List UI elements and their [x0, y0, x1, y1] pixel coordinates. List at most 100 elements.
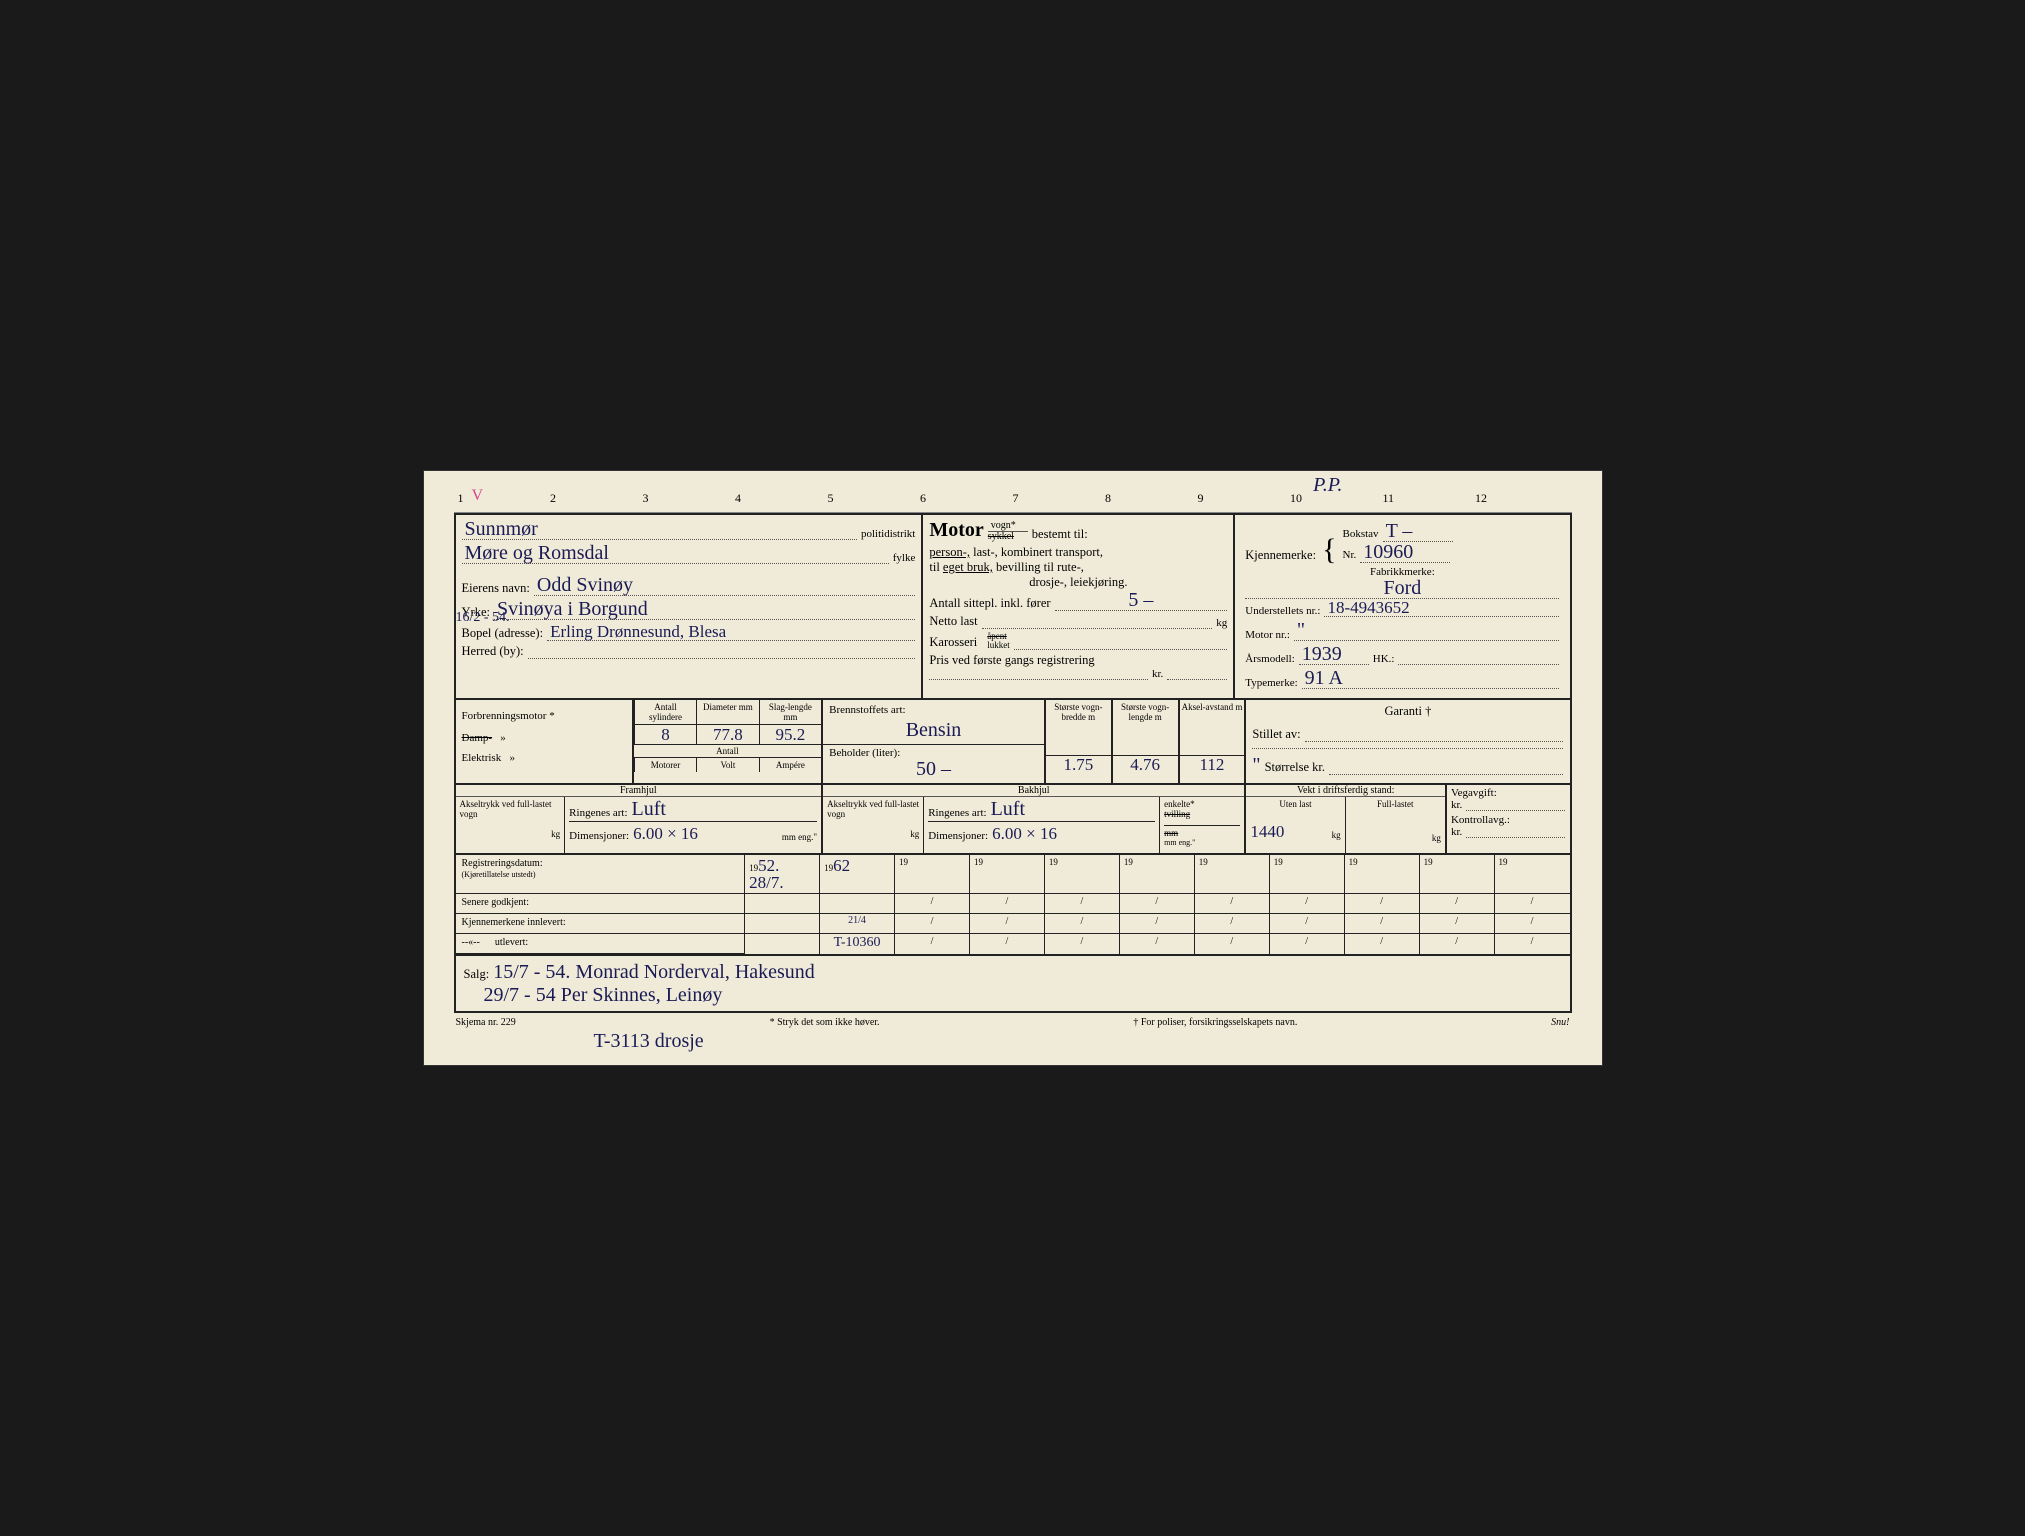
motor-bestemt: bestemt til:	[1032, 527, 1088, 542]
ruler: 1 2 3 4 5 6 7 8 9 10 11 12	[454, 491, 1572, 513]
v-slag: 95.2	[759, 725, 821, 744]
dim-b-label: Dimensjoner:	[928, 830, 988, 842]
ruler-4: 4	[735, 491, 827, 506]
politidistrikt-label: politidistrikt	[861, 528, 915, 540]
yrke-value: Svinøya i Borgund	[494, 599, 915, 620]
bopel-value: Erling Drønnesund, Blesa	[547, 623, 915, 641]
vekt-title: Vekt i driftsferdig stand:	[1246, 785, 1445, 797]
salg-label: Salg:	[464, 967, 490, 982]
antall-sitte-value: 5 –	[1055, 590, 1228, 611]
bokstav-label: Bokstav	[1343, 528, 1379, 540]
lengde-label: Største vogn-lengde m	[1113, 700, 1178, 756]
damp-label: Damp-	[462, 732, 493, 744]
nr-value: 10960	[1360, 542, 1450, 563]
ruler-8: 8	[1105, 491, 1197, 506]
ring-f-value: Luft	[632, 799, 818, 819]
ruler-6: 6	[920, 491, 1012, 506]
lengde-cell: Største vogn-lengde m 4.76	[1113, 700, 1180, 783]
row-wheels: Framhjul Akseltrykk ved full-lastet vogn…	[456, 785, 1570, 855]
bredde-cell: Største vogn-bredde m 1.75	[1046, 700, 1113, 783]
bopel-prefix: 16/2 - 54.	[456, 611, 510, 625]
storrelse-label: Størrelse kr.	[1265, 760, 1325, 775]
enkelte: enkelte*	[1164, 799, 1240, 809]
nr-label: Nr.	[1343, 549, 1357, 561]
understell-label: Understellets nr.:	[1245, 605, 1320, 617]
brennstoff-cell: Brennstoffets art: Bensin Beholder (lite…	[823, 700, 1046, 783]
pris-unit: kr.	[1152, 668, 1163, 680]
hk-value	[1398, 664, 1559, 665]
netto-value	[982, 628, 1213, 629]
skjema-nr: Skjema nr. 229	[456, 1017, 516, 1028]
registration-grid: Registreringsdatum: (Kjøretillatelse uts…	[456, 855, 1570, 956]
aksel-f-label: Akseltrykk ved full-lastet vogn	[460, 799, 561, 819]
hk-label: HK.:	[1373, 653, 1395, 665]
ruler-10: 10	[1290, 491, 1382, 506]
beholder-value: 50 –	[829, 759, 1038, 779]
eier-value: Odd Svinøy	[534, 575, 915, 596]
snu: Snu!	[1551, 1017, 1569, 1028]
reg-r3: Kjennemerkene innlevert:	[456, 914, 746, 934]
salg-section: Salg: 15/7 - 54. Monrad Norderval, Hakes…	[456, 956, 1570, 1011]
cell-district-owner: Sunnmør politidistrikt Møre og Romsdal f…	[456, 515, 924, 698]
motor-l2a: til	[929, 560, 943, 574]
below-note: T-3113 drosje	[454, 1030, 1572, 1053]
ruler-5: 5	[828, 491, 920, 506]
aksel-label: Aksel-avstand m	[1180, 700, 1245, 756]
dim-f-label: Dimensjoner:	[569, 830, 629, 842]
brennstoff-label: Brennstoffets art:	[829, 704, 1038, 716]
aksel-value: 112	[1180, 756, 1245, 773]
motor-title: Motor	[929, 519, 983, 542]
cell-kjennemerke: Kjennemerke: { Bokstav T – Nr. 10960 Fab…	[1235, 515, 1569, 698]
lengde-value: 4.76	[1113, 756, 1178, 773]
cell-motor: Motor vogn* sykkel bestemt til: person-,…	[923, 515, 1235, 698]
salg-line2: 29/7 - 54 Per Skinnes, Leinøy	[464, 985, 1562, 1005]
ruler-3: 3	[643, 491, 735, 506]
salg-line1: 15/7 - 54. Monrad Norderval, Hakesund	[493, 962, 1561, 982]
reg-r2: Senere godkjent:	[456, 894, 746, 914]
garanti-cell: Garanti † Stillet av: " Størrelse kr.	[1246, 700, 1569, 783]
bakhjul: Bakhjul Akseltrykk ved full-lastet vogn …	[823, 785, 1246, 853]
dim-b-value: 6.00 × 16	[992, 825, 1155, 842]
typemerke-label: Typemerke:	[1245, 677, 1297, 689]
ruler-1: 1	[458, 491, 550, 506]
engine-specs: Antall sylindere Diameter mm Slag-lengde…	[634, 700, 823, 783]
motornr-label: Motor nr.:	[1245, 629, 1290, 641]
engine-type-col: Forbrenningsmotor * Damp- » Elektrisk »	[456, 700, 634, 783]
motor-l1b: last-, kombinert transport,	[970, 545, 1103, 559]
pris-value	[929, 679, 1148, 680]
h-syl: Antall sylindere	[634, 700, 696, 725]
h-mot: Motorer	[634, 758, 696, 772]
uten-value: 1440	[1250, 823, 1327, 840]
v-syl: 8	[634, 725, 696, 744]
utlevert-1: T-10360	[820, 934, 895, 954]
karosseri-lukket: lukket	[987, 640, 1010, 650]
motornr-value: "	[1294, 620, 1560, 641]
ruler-12: 12	[1475, 491, 1567, 506]
h-slag: Slag-lengde mm	[759, 700, 821, 725]
garanti-label: Garanti †	[1252, 704, 1563, 719]
ring-b-label: Ringenes art:	[928, 807, 986, 819]
netto-label: Netto last	[929, 614, 977, 629]
framhjul: Framhjul Akseltrykk ved full-lastet vogn…	[456, 785, 824, 853]
kjennemerke-label: Kjennemerke:	[1245, 548, 1316, 563]
v-dia: 77.8	[696, 725, 758, 744]
ruler-11: 11	[1383, 491, 1475, 506]
typemerke-value: 91 A	[1302, 668, 1560, 689]
form: Sunnmør politidistrikt Møre og Romsdal f…	[454, 513, 1572, 1013]
understell-value: 18-4943652	[1324, 599, 1559, 617]
bredde-value: 1.75	[1046, 756, 1111, 773]
forbrenning-label: Forbrenningsmotor *	[462, 704, 626, 728]
bopel-label: Bopel (adresse):	[462, 626, 544, 641]
ruler-2: 2	[550, 491, 642, 506]
avgift: Vegavgift: kr. Kontrollavg.: kr.	[1447, 785, 1570, 853]
ruler-9: 9	[1198, 491, 1290, 506]
herred-value	[528, 658, 916, 659]
registration-card: P.P. V 1 2 3 4 5 6 7 8 9 10 11 12 Sunnmø…	[423, 470, 1603, 1066]
innlevert-1: 21/4	[820, 914, 895, 934]
poliser-note: † For poliser, forsikringsselskapets nav…	[1133, 1017, 1297, 1028]
aksel-b-label: Akseltrykk ved full-lastet vogn	[827, 799, 919, 819]
motor-person: person-,	[929, 545, 970, 559]
karosseri-label: Karosseri	[929, 635, 977, 650]
arsmodell-label: Årsmodell:	[1245, 653, 1295, 665]
tvilling: tvilling	[1164, 809, 1240, 819]
